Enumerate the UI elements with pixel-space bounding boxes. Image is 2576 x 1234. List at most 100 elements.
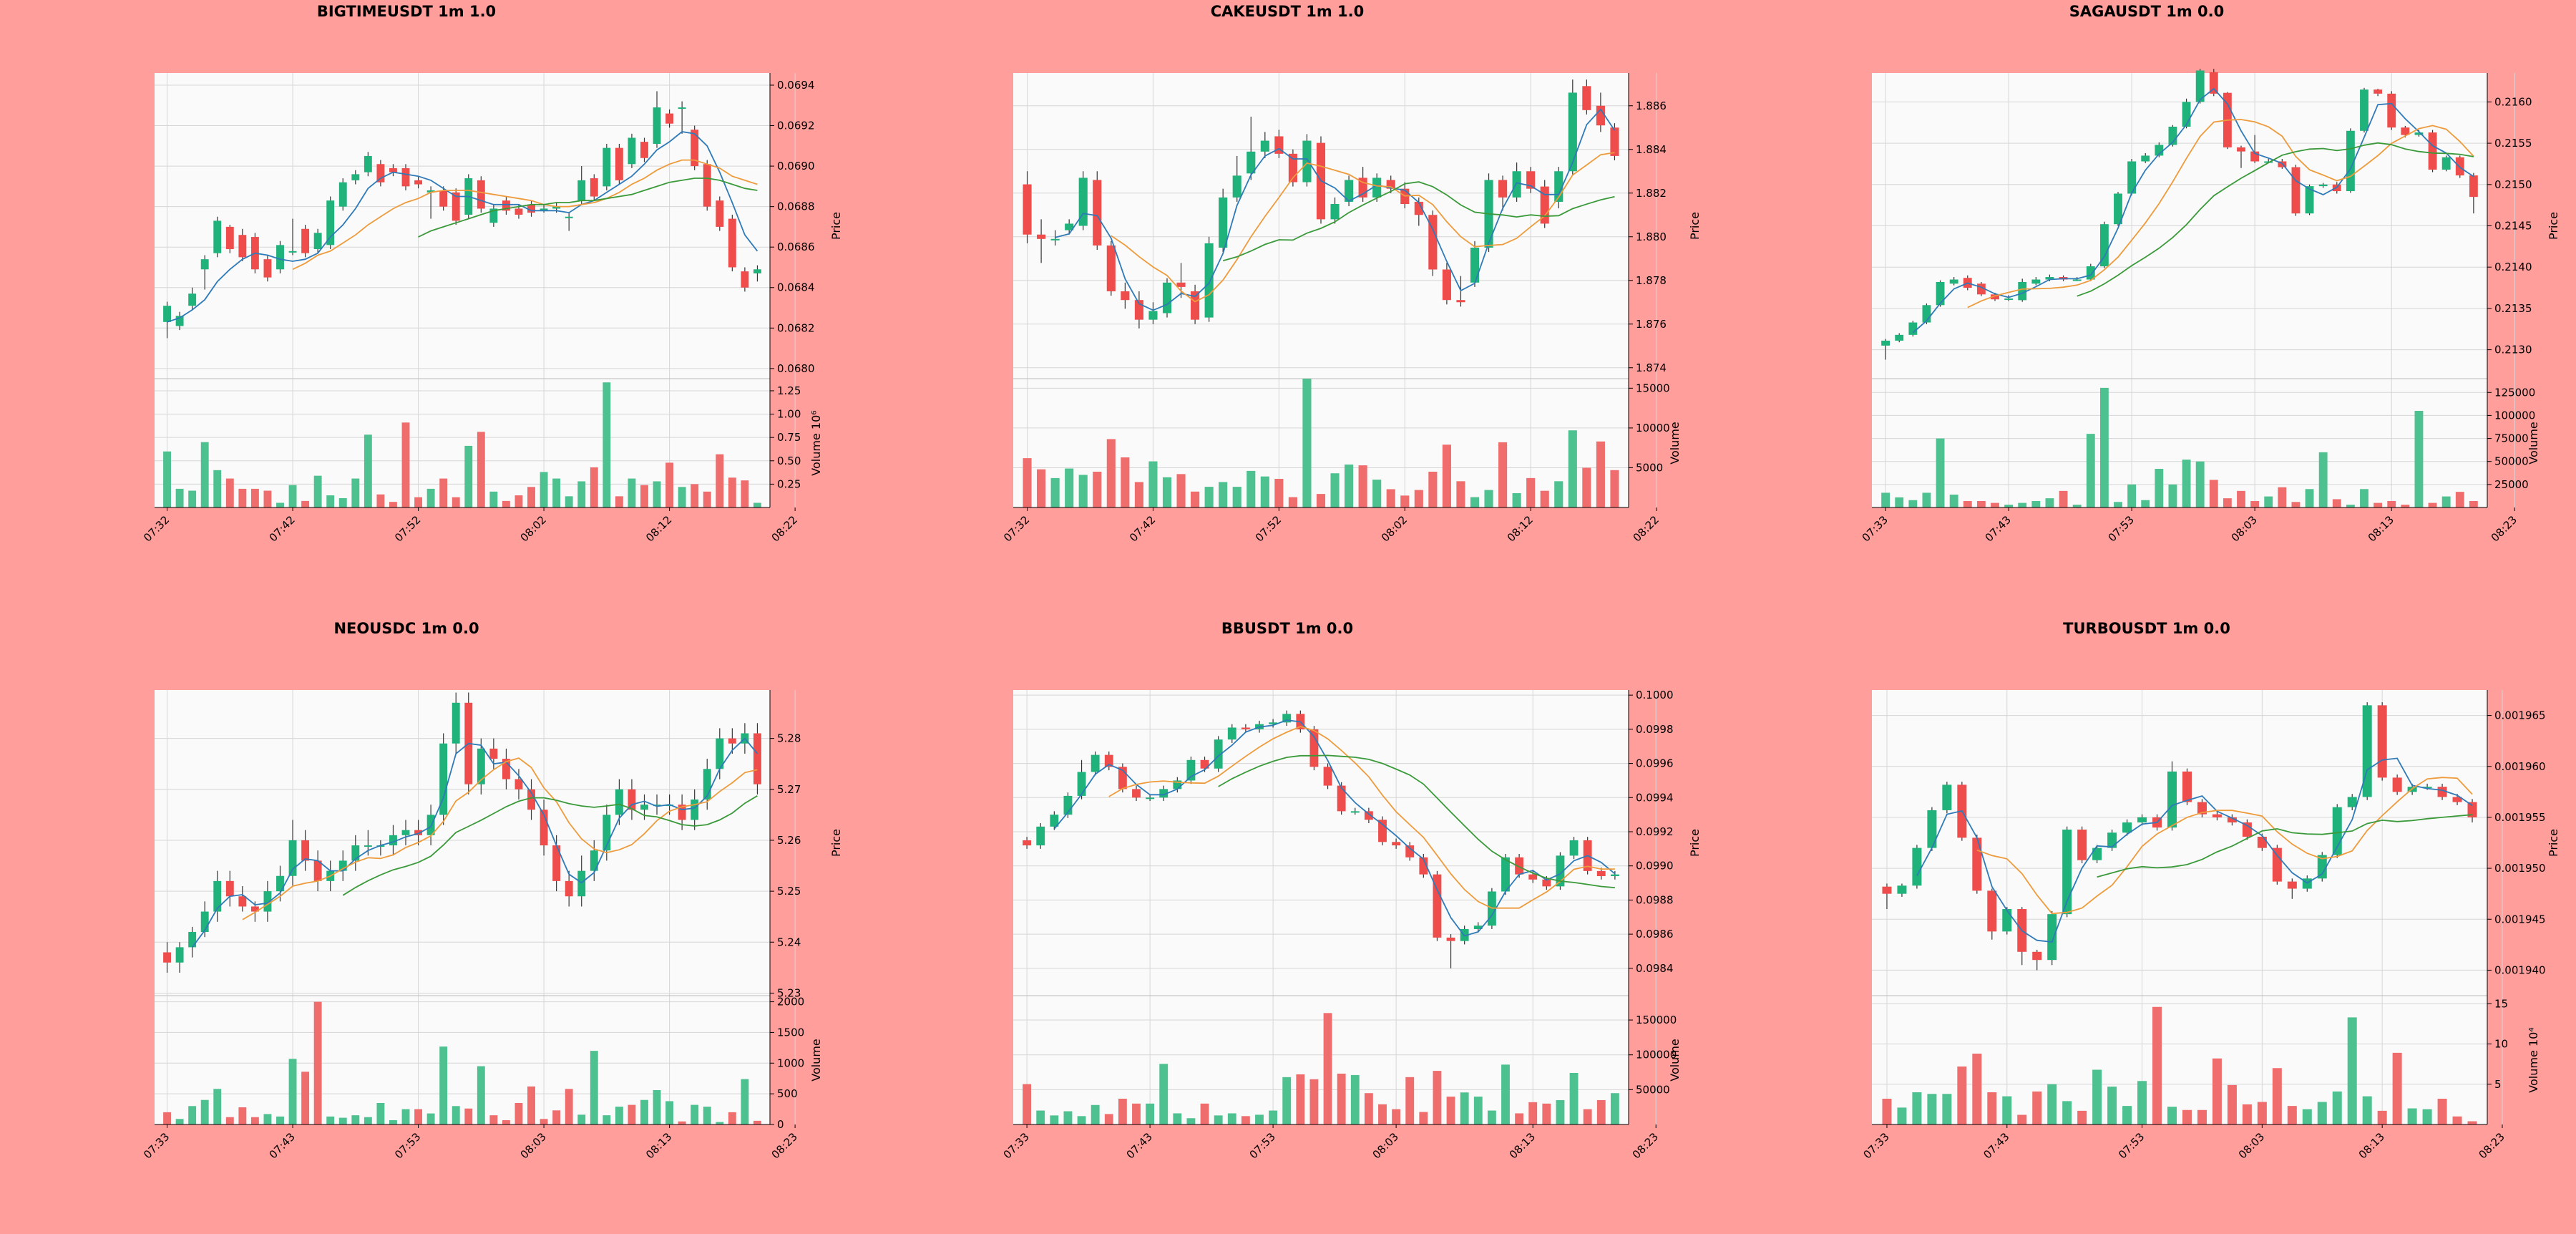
volume-bar [615,1107,623,1124]
price-tick-label: 1.880 [1636,230,1667,243]
price-tick-label: 5.26 [777,834,801,847]
volume-bar [2227,1084,2237,1124]
candle-body [1528,874,1538,880]
candle-body [640,805,648,810]
volume-bar [1121,457,1130,507]
volume-bar [2017,1114,2027,1124]
volume-bar [1204,487,1214,507]
volume-bar [452,497,460,507]
candle-body [1260,140,1269,152]
price-tick-label: 0.2145 [2494,220,2532,233]
candle-body [2077,829,2087,860]
price-tick-label: 5.24 [777,936,801,948]
candle-body [1036,826,1045,846]
candle-body [1063,795,1073,815]
candle-body [1106,245,1116,291]
candle-body [703,164,711,207]
price-tick-label: 0.001940 [2494,963,2546,976]
volume-bar [552,478,561,507]
price-tick-label: 1.886 [1636,99,1667,112]
volume-bar [1596,1099,1606,1124]
candle-body [716,200,724,227]
time-tick-label: 07:33 [141,1130,172,1161]
price-tick-label: 0.001955 [2494,811,2546,824]
candles [1882,702,2477,971]
candle-body [2362,705,2372,797]
candle-body [2004,298,2014,301]
candle-body [552,206,561,209]
volume-bar [2362,1096,2372,1124]
volume-bar [163,1112,171,1124]
volume-bar [1077,1116,1086,1124]
volume-bar [2004,505,2014,507]
volume-bar [703,491,711,507]
candle-body [527,204,535,213]
candle-body [1132,789,1141,798]
volume-bar [1065,468,1074,507]
candle-body [2272,847,2282,882]
volume-bar [1556,1099,1565,1124]
candle-body [1330,204,1340,220]
candle-body [1227,727,1236,740]
moving-averages [1916,757,2473,943]
volume-bar [188,1106,197,1124]
volume-bar [2302,1109,2312,1124]
volume-bar [540,1119,548,1124]
volume-bar [502,1120,510,1124]
candle-body [2467,802,2477,817]
candle-body [2018,281,2027,301]
volume-bar [1473,1097,1483,1124]
time-tick-label: 07:52 [392,513,423,544]
candle-body [401,830,410,835]
candle-body [1364,811,1373,820]
volume-bar [1922,492,1931,507]
volume-bar [1386,489,1395,507]
volume-bar [1219,482,1228,507]
plot-area [1872,73,2487,507]
time-tick-label: 08:22 [769,513,800,544]
price-axis-label: Price [829,829,843,857]
candle-body [2155,145,2164,156]
price-axis-label: Price [2547,212,2560,240]
candle-body [175,316,184,326]
volume-bar [238,488,247,507]
volume-bar [1392,1109,1401,1124]
time-tick-label: 07:42 [1127,513,1158,544]
candle-body [577,180,586,201]
candle-body [2452,797,2462,802]
ma-long-line [418,178,758,238]
candle-body [1556,855,1565,887]
volume-bar [1987,1092,1997,1124]
ma-short-line [1912,87,2474,334]
candle-body [452,192,460,221]
candle-body [1104,754,1113,767]
price-tick-label: 0.2130 [2494,344,2532,356]
chart-title: NEOUSDC 1m 0.0 [333,620,479,637]
candle-body [1912,847,1922,886]
candle-body [1414,201,1423,215]
candle-body [653,805,661,807]
volume-tick-label: 125000 [2494,386,2535,399]
volume-bar [301,500,310,507]
candle-body [678,805,686,820]
price-tick-label: 0.0990 [1636,860,1674,873]
candle-body [376,164,385,183]
candle-body [640,142,648,158]
candle-body [1345,180,1354,202]
volume-bar [2002,1096,2012,1124]
candle-body [439,743,448,815]
candle-body [1186,759,1196,781]
volume-tick-label: 0.50 [777,455,801,467]
ma-short-line [1916,757,2473,943]
volume-bar [276,502,284,507]
candle-body [452,702,460,744]
candle-body [540,810,548,846]
candle-body [477,180,485,209]
volume-bar [1542,1103,1551,1124]
time-tick-label: 08:23 [2489,513,2519,544]
volume-bar [2467,1121,2477,1124]
candle-body [364,155,372,173]
candle-body [2086,266,2095,280]
candle-body [1568,92,1577,172]
volume-bar [1050,1115,1059,1124]
